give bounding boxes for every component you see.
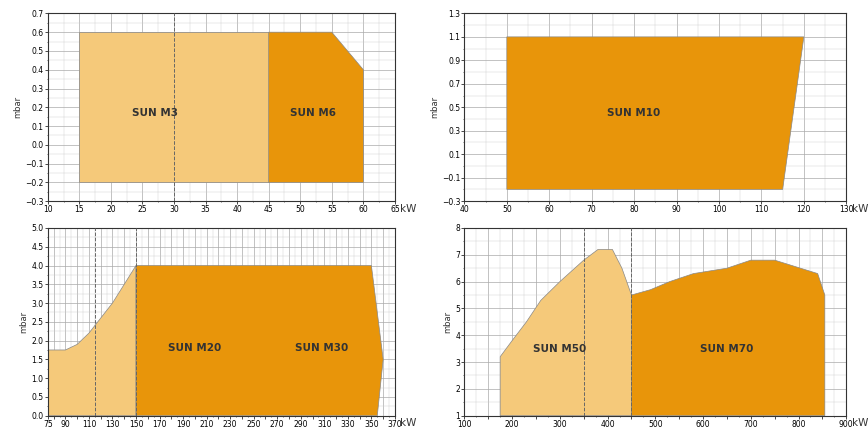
Polygon shape <box>500 249 632 416</box>
Text: SUN M20: SUN M20 <box>168 343 221 353</box>
Text: SUN M3: SUN M3 <box>132 108 178 118</box>
Text: kW: kW <box>400 204 417 214</box>
Text: SUN M6: SUN M6 <box>290 108 336 118</box>
Text: kW: kW <box>400 418 417 429</box>
Text: SUN M70: SUN M70 <box>700 344 753 354</box>
Y-axis label: mbar: mbar <box>444 311 452 333</box>
Text: kW: kW <box>852 204 868 214</box>
Polygon shape <box>136 266 383 416</box>
Polygon shape <box>632 260 825 416</box>
Text: kW: kW <box>852 418 868 429</box>
Y-axis label: mbar: mbar <box>430 96 439 118</box>
Text: SUN M10: SUN M10 <box>608 108 661 118</box>
Polygon shape <box>48 266 136 416</box>
Text: SUN M50: SUN M50 <box>533 344 587 354</box>
Text: SUN M30: SUN M30 <box>295 343 349 353</box>
Polygon shape <box>269 32 364 182</box>
Polygon shape <box>79 32 269 182</box>
Y-axis label: mbar: mbar <box>13 96 23 118</box>
Polygon shape <box>507 37 804 190</box>
Y-axis label: mbar: mbar <box>20 311 29 333</box>
